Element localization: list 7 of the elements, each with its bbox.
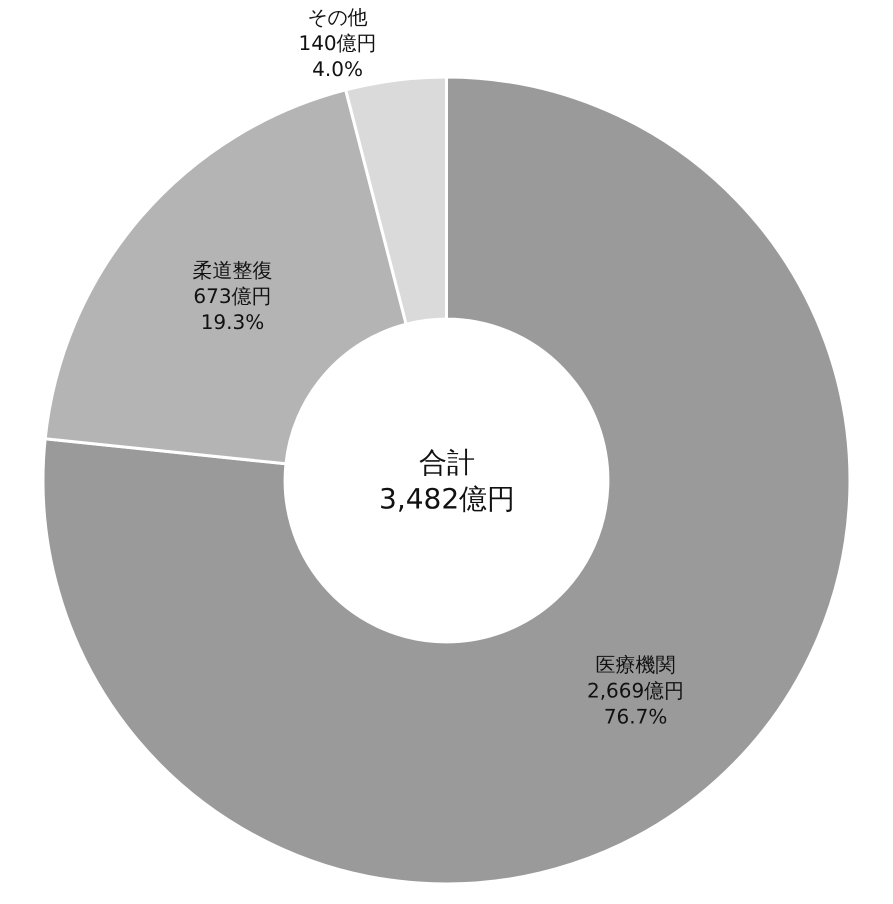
slice-label: 柔道整復: [192, 258, 272, 282]
slice-label: その他: [308, 4, 368, 29]
slice-label: 医療機関: [596, 652, 676, 676]
text: 合計 3,482億円: [379, 446, 516, 516]
data-label: 673億円 19.3%: [193, 284, 272, 334]
data-label: 2,669億円 76.7%: [586, 678, 684, 728]
data-label: 140億円 4.0%: [298, 30, 377, 81]
